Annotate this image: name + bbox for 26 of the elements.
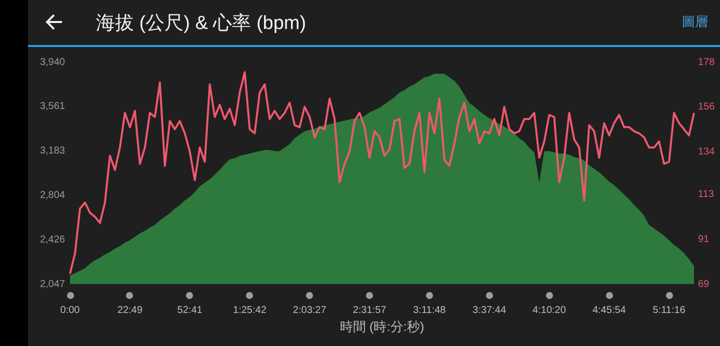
x-tick-label: 5:11:16	[652, 304, 686, 316]
chart-title: 海拔 (公尺) & 心率 (bpm)	[96, 12, 306, 36]
y-tick-label: 3,561	[40, 101, 66, 112]
x-axis-title: 時間 (時:分:秒)	[340, 318, 424, 334]
x-tick-label: 2:03:27	[292, 304, 327, 316]
y2-tick-label: 91	[698, 234, 710, 245]
y-tick-label: 2,426	[40, 234, 66, 246]
text: 圖層	[682, 13, 708, 31]
y2-tick-label: 113	[698, 189, 714, 200]
x-tick-label: 4:10:20	[532, 304, 566, 316]
y2-tick-label: 134	[698, 146, 716, 158]
x-tick-label: 52:41	[177, 304, 203, 316]
y2-tick-label: 69	[698, 278, 710, 290]
x-tick-label: 3:11:48	[413, 304, 446, 316]
y-tick-label: 2,804	[40, 190, 66, 201]
x-tick-label: 2:31:57	[352, 304, 387, 316]
y2-tick-label: 156	[698, 102, 716, 113]
x-tick-label: 3:37:44	[472, 304, 506, 316]
x-tick-label: 0:00	[60, 304, 80, 316]
y2-tick-label: 178	[698, 56, 716, 68]
x-tick-label: 1:25:42	[233, 304, 267, 316]
x-tick-label: 22:49	[117, 304, 143, 316]
y-tick-label: 2,047	[40, 278, 66, 290]
y-tick-label: 3,940	[40, 56, 66, 68]
x-tick-label: 4:45:54	[592, 304, 626, 316]
y-tick-label: 3,183	[40, 146, 66, 157]
